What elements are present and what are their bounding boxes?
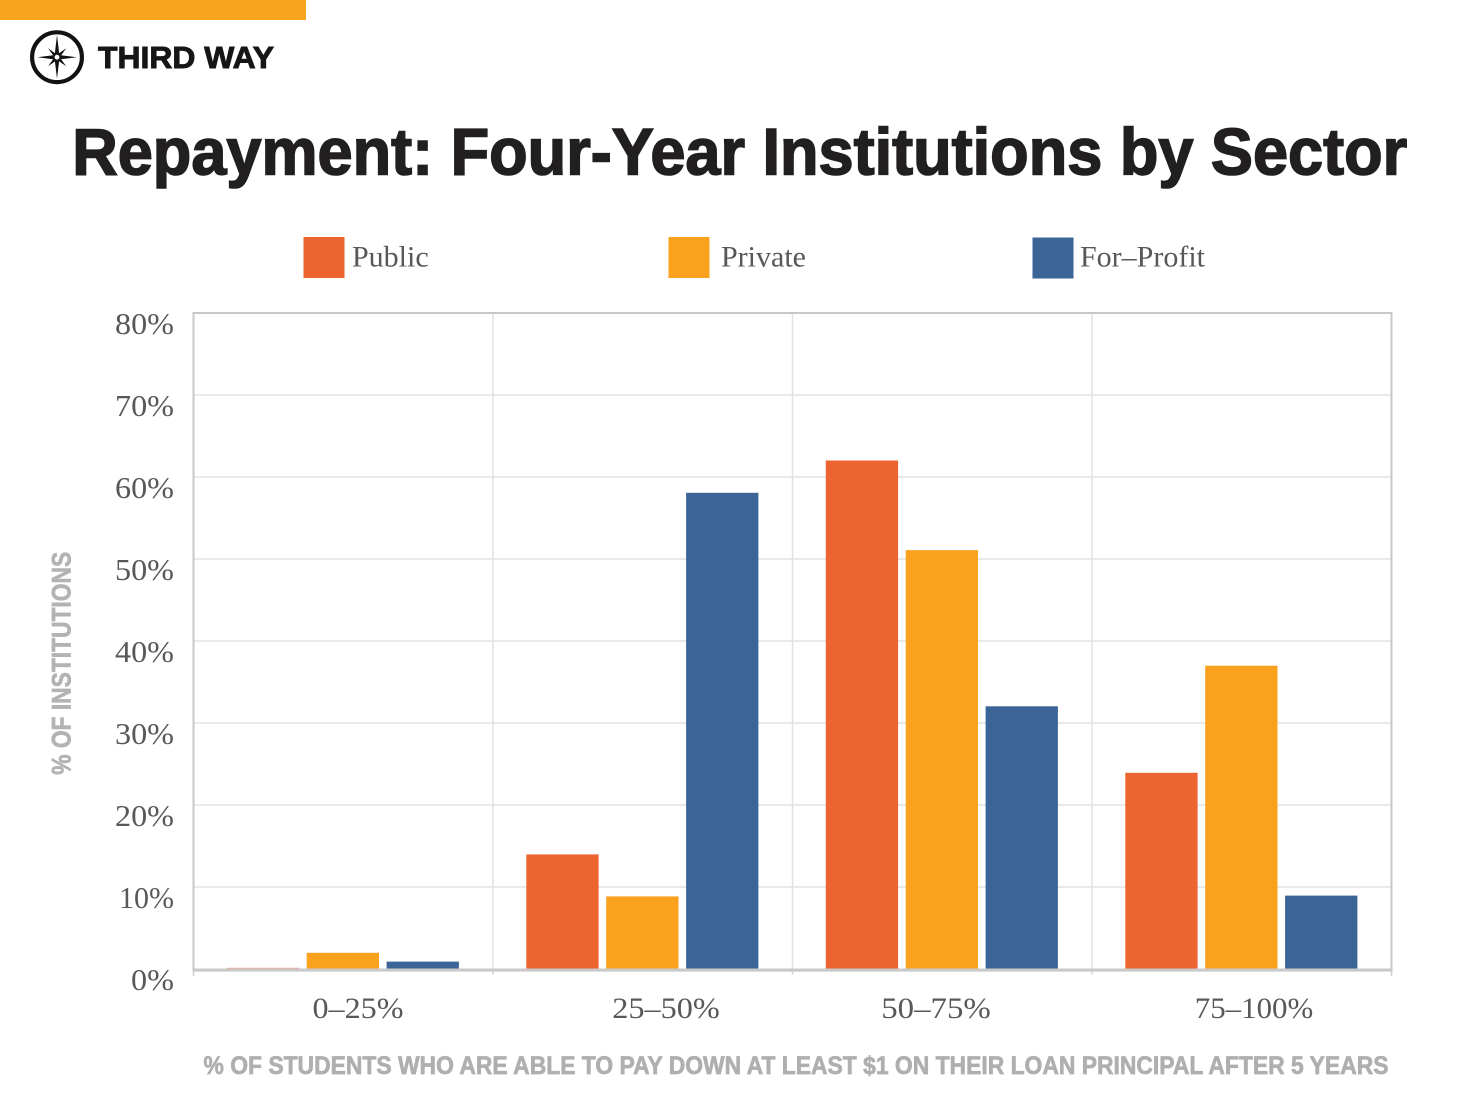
svg-text:Private: Private bbox=[721, 241, 806, 274]
svg-text:25–50%: 25–50% bbox=[612, 992, 720, 1025]
svg-text:60%: 60% bbox=[115, 471, 174, 505]
svg-text:0–25%: 0–25% bbox=[313, 992, 404, 1025]
svg-text:0%: 0% bbox=[131, 963, 174, 997]
svg-text:50–75%: 50–75% bbox=[881, 992, 991, 1025]
svg-text:30%: 30% bbox=[115, 717, 174, 751]
svg-text:THIRD WAY: THIRD WAY bbox=[98, 40, 274, 75]
svg-text:50%: 50% bbox=[115, 553, 174, 587]
svg-text:20%: 20% bbox=[115, 799, 174, 833]
svg-text:For–Profit: For–Profit bbox=[1080, 241, 1206, 274]
svg-text:80%: 80% bbox=[115, 307, 174, 341]
svg-text:10%: 10% bbox=[119, 881, 174, 915]
svg-text:% OF STUDENTS WHO ARE ABLE TO: % OF STUDENTS WHO ARE ABLE TO PAY DOWN A… bbox=[204, 1052, 1389, 1080]
svg-text:% OF INSTITUTIONS: % OF INSTITUTIONS bbox=[47, 552, 77, 775]
svg-text:75–100%: 75–100% bbox=[1195, 992, 1314, 1025]
svg-text:Repayment: Four-Year Instituti: Repayment: Four-Year Institutions by Sec… bbox=[72, 115, 1407, 189]
svg-text:70%: 70% bbox=[115, 389, 174, 423]
svg-text:Public: Public bbox=[352, 241, 429, 274]
svg-text:40%: 40% bbox=[115, 635, 174, 669]
